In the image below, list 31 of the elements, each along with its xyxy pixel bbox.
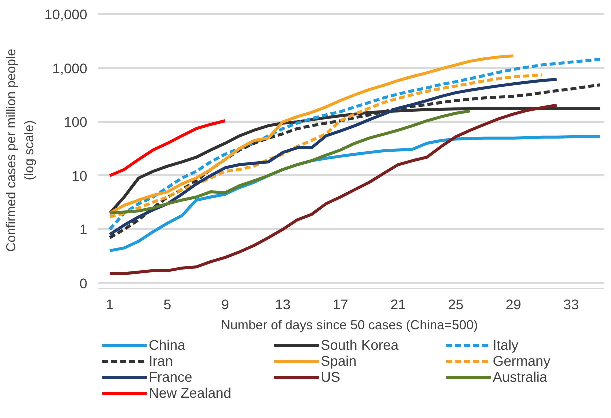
legend-label: Germany bbox=[493, 353, 551, 369]
x-tick-label: 5 bbox=[164, 296, 172, 312]
x-tick-label: 13 bbox=[275, 296, 292, 312]
legend-label: South Korea bbox=[321, 337, 399, 353]
legend-label: US bbox=[321, 369, 341, 385]
line-series bbox=[108, 104, 558, 276]
legend-label: Iran bbox=[149, 353, 174, 369]
y-tick-label: 1 bbox=[80, 222, 88, 238]
x-tick-label: 21 bbox=[390, 296, 406, 312]
legend-label: France bbox=[149, 369, 193, 385]
x-tick-label: 33 bbox=[564, 296, 580, 312]
legend-label: China bbox=[149, 337, 186, 353]
y-axis-title: Confirmed cases per million people (log scale) bbox=[4, 48, 37, 252]
line-series bbox=[108, 120, 227, 178]
legend-label: New Zealand bbox=[149, 385, 232, 401]
x-tick-label: 9 bbox=[221, 296, 230, 312]
legend-label: Spain bbox=[321, 353, 357, 369]
legend-label: Italy bbox=[493, 337, 519, 353]
x-tick-label: 25 bbox=[448, 296, 464, 312]
y-tick-label: 0 bbox=[80, 275, 88, 292]
line-series bbox=[108, 58, 602, 232]
x-tick-label: 1 bbox=[106, 296, 114, 312]
line-series bbox=[108, 110, 472, 215]
y-tick-label: 100 bbox=[64, 114, 88, 130]
y-tick-label: 10,000 bbox=[44, 6, 88, 23]
x-tick-label: 17 bbox=[332, 296, 349, 312]
legend-label: Australia bbox=[493, 369, 548, 385]
y-tick-label: 10 bbox=[72, 168, 88, 184]
x-tick-label: 29 bbox=[506, 296, 522, 312]
x-axis-title: Number of days since 50 cases (China=500) bbox=[221, 318, 478, 332]
y-tick-label: 1,000 bbox=[52, 60, 88, 76]
